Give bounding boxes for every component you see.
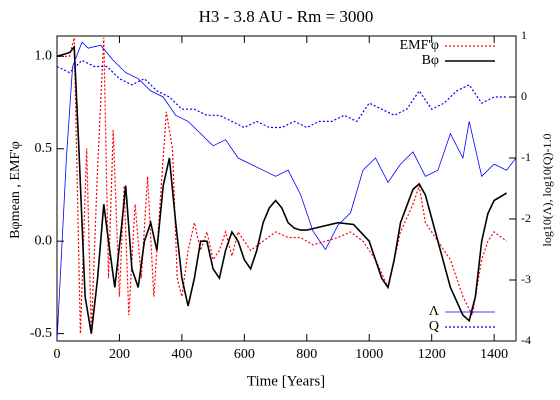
- x-tick-label: 200: [109, 347, 130, 362]
- series-line: [57, 45, 508, 334]
- legend-label: EMF'φ: [400, 38, 439, 53]
- legend-label: Bφ: [422, 53, 439, 68]
- y2-tick-label: -4: [521, 333, 531, 347]
- y2-tick-label: 1: [521, 28, 527, 42]
- x-tick-label: 1200: [418, 347, 446, 362]
- series-line: [57, 59, 507, 129]
- x-tick-label: 800: [296, 347, 317, 362]
- x-tick-label: 1400: [480, 347, 508, 362]
- y2-tick-label: 0: [521, 89, 527, 103]
- y2-tick-label: -1: [521, 150, 531, 164]
- y2-axis-label: log10(Λ), log10(Q)-1.0: [540, 133, 554, 246]
- y2-tick-label: -3: [521, 272, 531, 286]
- x-tick-label: 400: [171, 347, 192, 362]
- series-line: [57, 41, 516, 341]
- y-tick-label: 0.0: [35, 233, 53, 248]
- x-tick-label: 0: [54, 347, 61, 362]
- x-tick-label: 600: [234, 347, 255, 362]
- x-axis-label: Time [Years]: [247, 373, 325, 389]
- series-line: [57, 37, 507, 334]
- y2-tick-label: -2: [521, 211, 531, 225]
- y-tick-label: -0.5: [30, 326, 52, 341]
- y-tick-label: 1.0: [35, 49, 53, 64]
- x-tick-label: 1000: [355, 347, 383, 362]
- legend-label: Q: [429, 319, 439, 334]
- y-tick-label: 0.5: [35, 141, 53, 156]
- y-axis-label: Bφmean , EMF'φ: [8, 141, 23, 239]
- chart-title: H3 - 3.8 AU - Rm = 3000: [199, 7, 374, 26]
- legend-label: Λ: [429, 304, 440, 319]
- plot-frame: [56, 35, 517, 342]
